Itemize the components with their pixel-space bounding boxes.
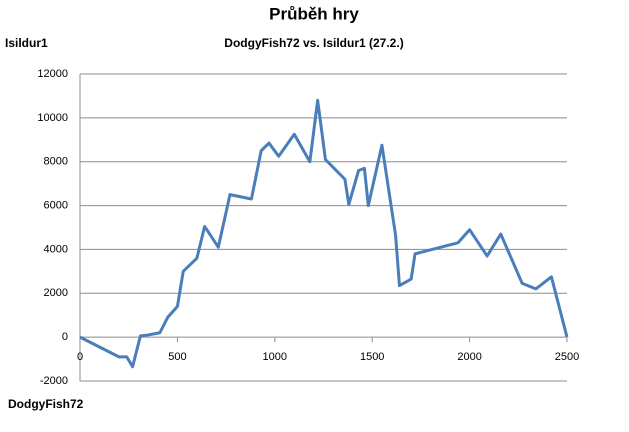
- x-tick-label: 1000: [263, 351, 287, 363]
- y-tick-label: 0: [62, 331, 68, 343]
- y-tick-label: 8000: [44, 156, 68, 168]
- y-tick-label: 4000: [44, 243, 68, 255]
- y-tick-label: -2000: [40, 375, 68, 387]
- y-tick-label: 6000: [44, 199, 68, 211]
- x-tick-label: 2000: [457, 351, 481, 363]
- data-line: [79, 98, 569, 369]
- x-tick-label: 1500: [360, 351, 384, 363]
- top-label: Isildur1: [5, 36, 48, 50]
- x-tick-label: 2500: [555, 351, 579, 363]
- x-tick-label: 0: [77, 351, 83, 363]
- y-tick-label: 12000: [37, 68, 68, 80]
- bottom-label: DodgyFish72: [8, 397, 84, 411]
- chart-subtitle: DodgyFish72 vs. Isildur1 (27.2.): [224, 36, 403, 50]
- y-tick-label: 2000: [44, 287, 68, 299]
- x-tick-label: 500: [168, 351, 186, 363]
- chart-title: Průběh hry: [269, 4, 359, 23]
- y-tick-label: 10000: [37, 112, 68, 124]
